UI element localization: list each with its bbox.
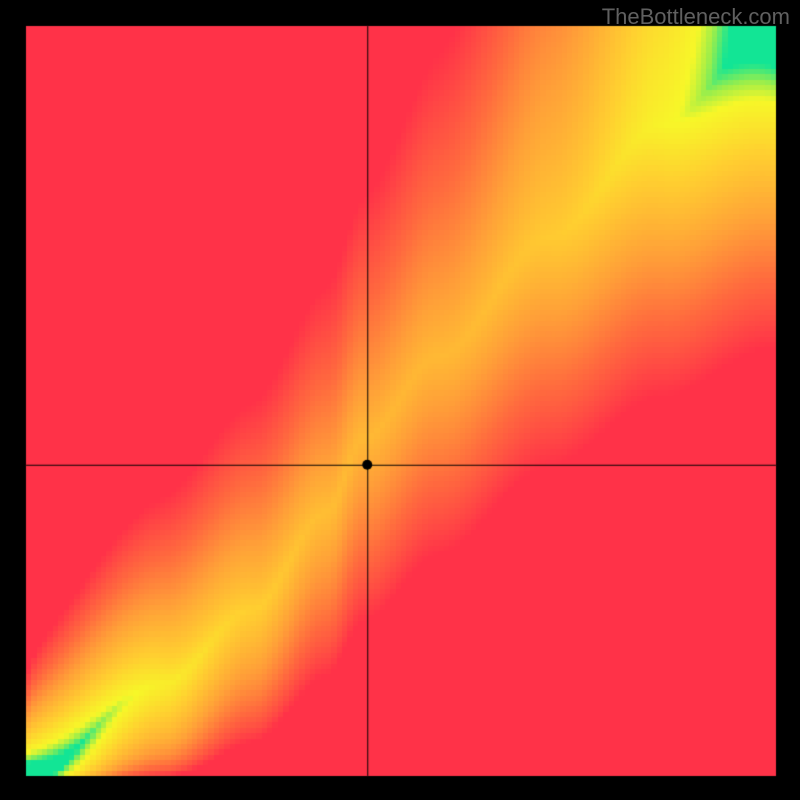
figure-container: TheBottleneck.com (0, 0, 800, 800)
crosshair-overlay (0, 0, 800, 800)
watermark-text: TheBottleneck.com (602, 4, 790, 30)
